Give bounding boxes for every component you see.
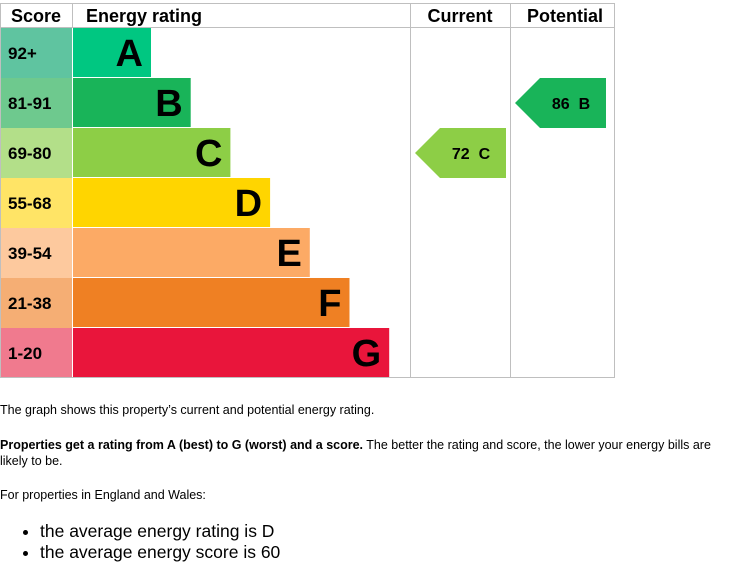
score-range-g: 1-20 xyxy=(8,344,42,363)
chart-headers: Score Energy rating Current Potential xyxy=(11,6,603,26)
rating-bar-e xyxy=(73,228,310,277)
score-range-e: 39-54 xyxy=(8,244,52,263)
energy-rating-header: Energy rating xyxy=(86,6,202,26)
potential-arrow xyxy=(515,78,606,128)
score-cell-d xyxy=(0,178,72,228)
score-cell-c xyxy=(0,128,72,178)
rating-letter-d: D xyxy=(235,183,262,225)
potential-header: Potential xyxy=(527,6,603,26)
chart-grid xyxy=(0,3,615,378)
region-text: For properties in England and Wales: xyxy=(0,488,206,502)
rating-letter-f: F xyxy=(318,283,341,325)
rating-bar-b xyxy=(73,78,191,127)
potential-rating-label: 86 B xyxy=(552,96,590,113)
score-cell-a xyxy=(0,28,72,78)
rating-bar-c xyxy=(73,128,231,177)
rating-bar-g xyxy=(73,328,390,377)
rating-bar-a xyxy=(73,28,151,77)
energy-rating-chart: 92+ A81-91 B69-80 C55-68 D39-54 E21-38 F1-20 G … xyxy=(0,3,615,378)
ratings-explanation: Properties get a rating from A (best) to… xyxy=(0,437,725,469)
rating-arrows: 72 C 86 B xyxy=(415,78,606,178)
current-rating-label: 72 C xyxy=(452,146,491,163)
score-header: Score xyxy=(11,6,61,26)
score-cell-f xyxy=(0,278,72,328)
score-range-b: 81-91 xyxy=(8,94,51,113)
rating-bands: 92+ A 81-91 B 69-80 C 55-68 D 39-54 E 21-38 F 1-20 G xyxy=(0,28,390,378)
rating-bar-f xyxy=(73,278,350,327)
ratings-rest-text: The better the rating and score, the low… xyxy=(0,438,711,468)
score-range-a: 92+ xyxy=(8,44,37,63)
rating-letter-b: B xyxy=(155,83,182,125)
current-arrow xyxy=(415,128,506,178)
score-range-d: 55-68 xyxy=(8,194,51,213)
score-cell-e xyxy=(0,228,72,278)
averages-list: the average energy rating is D the avera… xyxy=(0,521,280,563)
rating-letter-g: G xyxy=(352,333,382,375)
rating-letter-c: C xyxy=(195,133,222,175)
rating-bar-d xyxy=(73,178,271,227)
score-cell-b xyxy=(0,78,72,128)
average-score-item: the average energy score is 60 xyxy=(40,542,280,563)
intro-text: The graph shows this property’s current … xyxy=(0,403,375,417)
rating-letter-e: E xyxy=(276,233,301,275)
score-range-f: 21-38 xyxy=(8,294,51,313)
score-range-c: 69-80 xyxy=(8,144,51,163)
score-cell-g xyxy=(0,328,72,378)
ratings-bold-text: Properties get a rating from A (best) to… xyxy=(0,438,364,452)
average-rating-item: the average energy rating is D xyxy=(40,521,280,542)
rating-letter-a: A xyxy=(116,33,143,75)
current-header: Current xyxy=(427,6,492,26)
